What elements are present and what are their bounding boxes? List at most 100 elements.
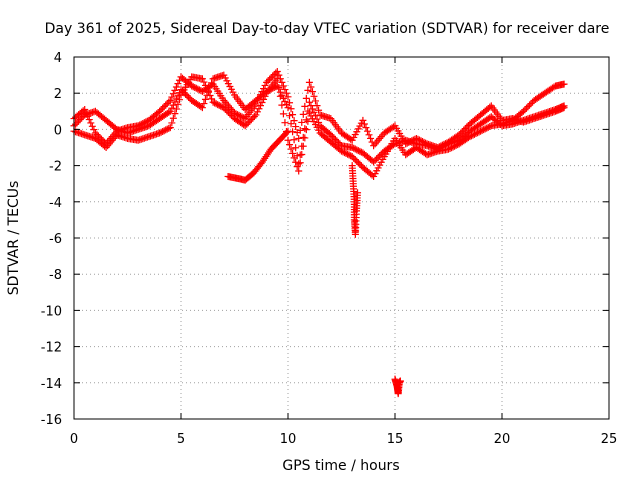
data-point bbox=[295, 167, 303, 175]
data-point bbox=[526, 101, 534, 109]
data-point bbox=[200, 100, 208, 108]
data-point bbox=[227, 111, 235, 119]
data-marks bbox=[70, 67, 568, 398]
y-tick-label: -14 bbox=[41, 377, 62, 392]
data-point bbox=[75, 117, 83, 125]
data-point bbox=[192, 84, 200, 92]
data-point bbox=[107, 138, 115, 146]
data-point bbox=[434, 145, 442, 153]
data-point bbox=[156, 107, 164, 115]
data-point bbox=[370, 158, 378, 166]
data-point bbox=[481, 125, 489, 133]
y-tick-label: 4 bbox=[54, 51, 62, 66]
data-point bbox=[527, 100, 535, 108]
x-tick-label: 5 bbox=[177, 432, 185, 447]
data-point bbox=[250, 112, 258, 120]
data-point bbox=[183, 92, 191, 100]
data-point bbox=[159, 127, 167, 135]
data-point bbox=[240, 114, 248, 122]
data-point bbox=[373, 138, 381, 146]
data-point bbox=[252, 111, 260, 119]
data-point bbox=[484, 123, 492, 131]
data-point bbox=[348, 144, 356, 151]
data-point bbox=[367, 134, 375, 142]
data-point bbox=[521, 106, 529, 114]
data-point bbox=[208, 95, 216, 103]
data-point bbox=[281, 97, 289, 105]
data-point bbox=[469, 131, 477, 139]
data-point bbox=[296, 126, 304, 134]
y-tick-label: -12 bbox=[41, 341, 62, 356]
data-point bbox=[362, 124, 370, 132]
x-tick-label: 15 bbox=[387, 432, 404, 447]
y-tick-label: 0 bbox=[54, 123, 62, 138]
data-point bbox=[302, 126, 310, 134]
data-point bbox=[246, 117, 254, 125]
data-point bbox=[189, 83, 197, 91]
data-point bbox=[560, 80, 568, 88]
data-point bbox=[162, 101, 170, 109]
data-point bbox=[226, 110, 234, 118]
data-point bbox=[296, 159, 304, 167]
y-tick-label: -2 bbox=[49, 160, 62, 175]
data-point bbox=[287, 120, 295, 128]
data-point bbox=[185, 93, 193, 101]
data-point bbox=[307, 102, 315, 110]
data-point bbox=[267, 74, 275, 82]
data-point bbox=[163, 100, 171, 108]
data-point bbox=[376, 152, 384, 160]
data-point bbox=[478, 126, 486, 134]
data-point bbox=[389, 141, 397, 149]
data-point bbox=[313, 115, 321, 123]
data-point bbox=[235, 111, 243, 119]
data-point bbox=[330, 134, 338, 142]
x-tick-label: 25 bbox=[601, 432, 618, 447]
data-point bbox=[486, 103, 494, 111]
data-point bbox=[221, 98, 229, 106]
chart-title: Day 361 of 2025, Sidereal Day-to-day VTE… bbox=[45, 21, 610, 37]
data-point bbox=[305, 78, 313, 86]
data-point bbox=[171, 86, 179, 94]
data-point bbox=[108, 136, 116, 144]
data-point bbox=[281, 86, 289, 94]
data-point bbox=[287, 105, 295, 113]
grid bbox=[74, 57, 609, 419]
data-point bbox=[264, 77, 272, 85]
data-point bbox=[348, 153, 356, 161]
data-point bbox=[269, 72, 277, 80]
x-tick-label: 20 bbox=[494, 432, 511, 447]
data-point bbox=[283, 129, 291, 137]
data-point bbox=[169, 90, 177, 98]
data-point bbox=[353, 146, 361, 154]
data-point bbox=[159, 104, 167, 112]
data-point bbox=[160, 127, 168, 135]
data-point bbox=[214, 101, 222, 109]
data-point bbox=[354, 189, 362, 197]
data-point bbox=[315, 118, 323, 126]
data-point bbox=[286, 99, 294, 107]
data-point bbox=[261, 81, 269, 89]
data-point bbox=[269, 84, 277, 92]
data-point bbox=[279, 82, 287, 90]
data-point bbox=[111, 133, 119, 141]
data-point bbox=[350, 154, 358, 162]
data-point bbox=[342, 149, 350, 157]
x-axis-label: GPS time / hours bbox=[282, 458, 399, 474]
data-point bbox=[279, 110, 287, 118]
data-point bbox=[182, 90, 190, 98]
data-point bbox=[356, 147, 364, 155]
data-point bbox=[198, 75, 206, 83]
data-point bbox=[293, 152, 301, 160]
data-point bbox=[198, 104, 206, 112]
data-point bbox=[284, 93, 292, 101]
data-point bbox=[345, 151, 353, 159]
data-point bbox=[174, 92, 182, 100]
data-point bbox=[460, 126, 468, 134]
data-point bbox=[292, 144, 300, 152]
data-point bbox=[284, 127, 292, 135]
y-tick-label: -16 bbox=[41, 413, 62, 428]
data-point bbox=[310, 108, 318, 116]
data-point bbox=[194, 85, 202, 93]
